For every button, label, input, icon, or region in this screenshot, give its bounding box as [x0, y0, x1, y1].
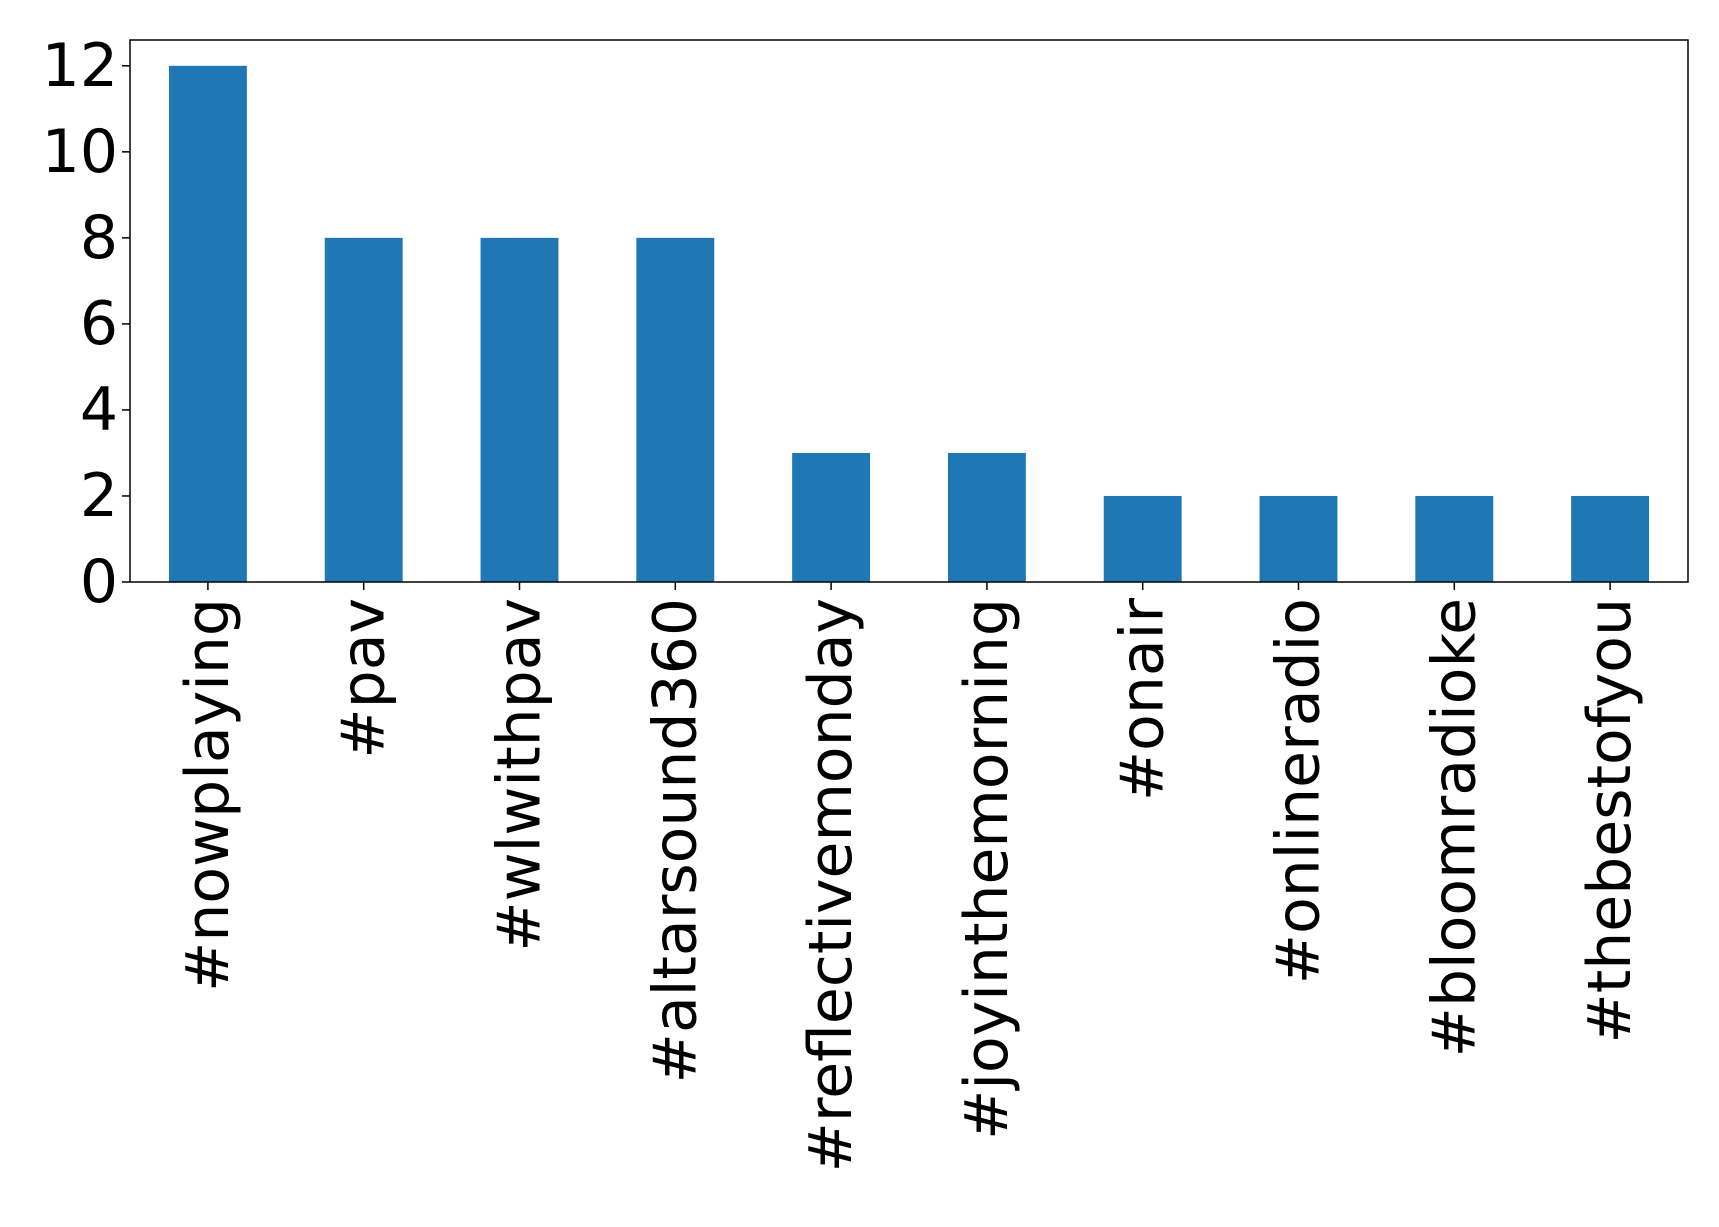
- x-tick-label: #thebestofyou: [1575, 598, 1645, 1044]
- y-tick-label: 4: [80, 375, 118, 445]
- y-tick-label: 6: [80, 289, 118, 359]
- y-axis-ticks: 0 2 4 6 8 10 12: [42, 31, 130, 617]
- bar-reflectivemonday: [792, 452, 871, 582]
- x-tick-label: #onlineradio: [1264, 598, 1334, 984]
- bar-bloomradioke: [1415, 495, 1494, 582]
- y-tick-label: 0: [80, 547, 118, 617]
- x-tick-label: #altarsound360: [640, 598, 710, 1083]
- bar-onair: [1103, 495, 1182, 582]
- bar-altarsound360: [636, 237, 715, 582]
- y-tick-label: 8: [80, 203, 118, 273]
- y-tick-label: 12: [42, 31, 118, 101]
- bar-onlineradio: [1259, 495, 1338, 582]
- x-tick-label: #nowplaying: [173, 598, 243, 992]
- x-tick-label: #joyinthemorning: [952, 598, 1022, 1140]
- y-tick-label: 2: [80, 461, 118, 531]
- bar-thebestofyou: [1571, 495, 1650, 582]
- plot-frame: [129, 39, 1689, 583]
- x-tick-label: #reflectivemonday: [796, 598, 866, 1172]
- bars-group: [168, 65, 1650, 582]
- bar-joyinthemorning: [947, 452, 1026, 582]
- y-tick-label: 10: [42, 117, 118, 187]
- x-tick-label: #onair: [1108, 598, 1178, 801]
- x-tick-label: #pav: [329, 598, 399, 759]
- bar-wlwithpav: [480, 237, 559, 582]
- bar-pav: [324, 237, 403, 582]
- bar-nowplaying: [168, 65, 247, 582]
- x-axis-ticks: #nowplaying #pav #wlwithpav #altarsound360 #…: [173, 582, 1645, 1172]
- x-tick-label: #wlwithpav: [485, 598, 555, 952]
- x-tick-label: #bloomradioke: [1419, 598, 1489, 1057]
